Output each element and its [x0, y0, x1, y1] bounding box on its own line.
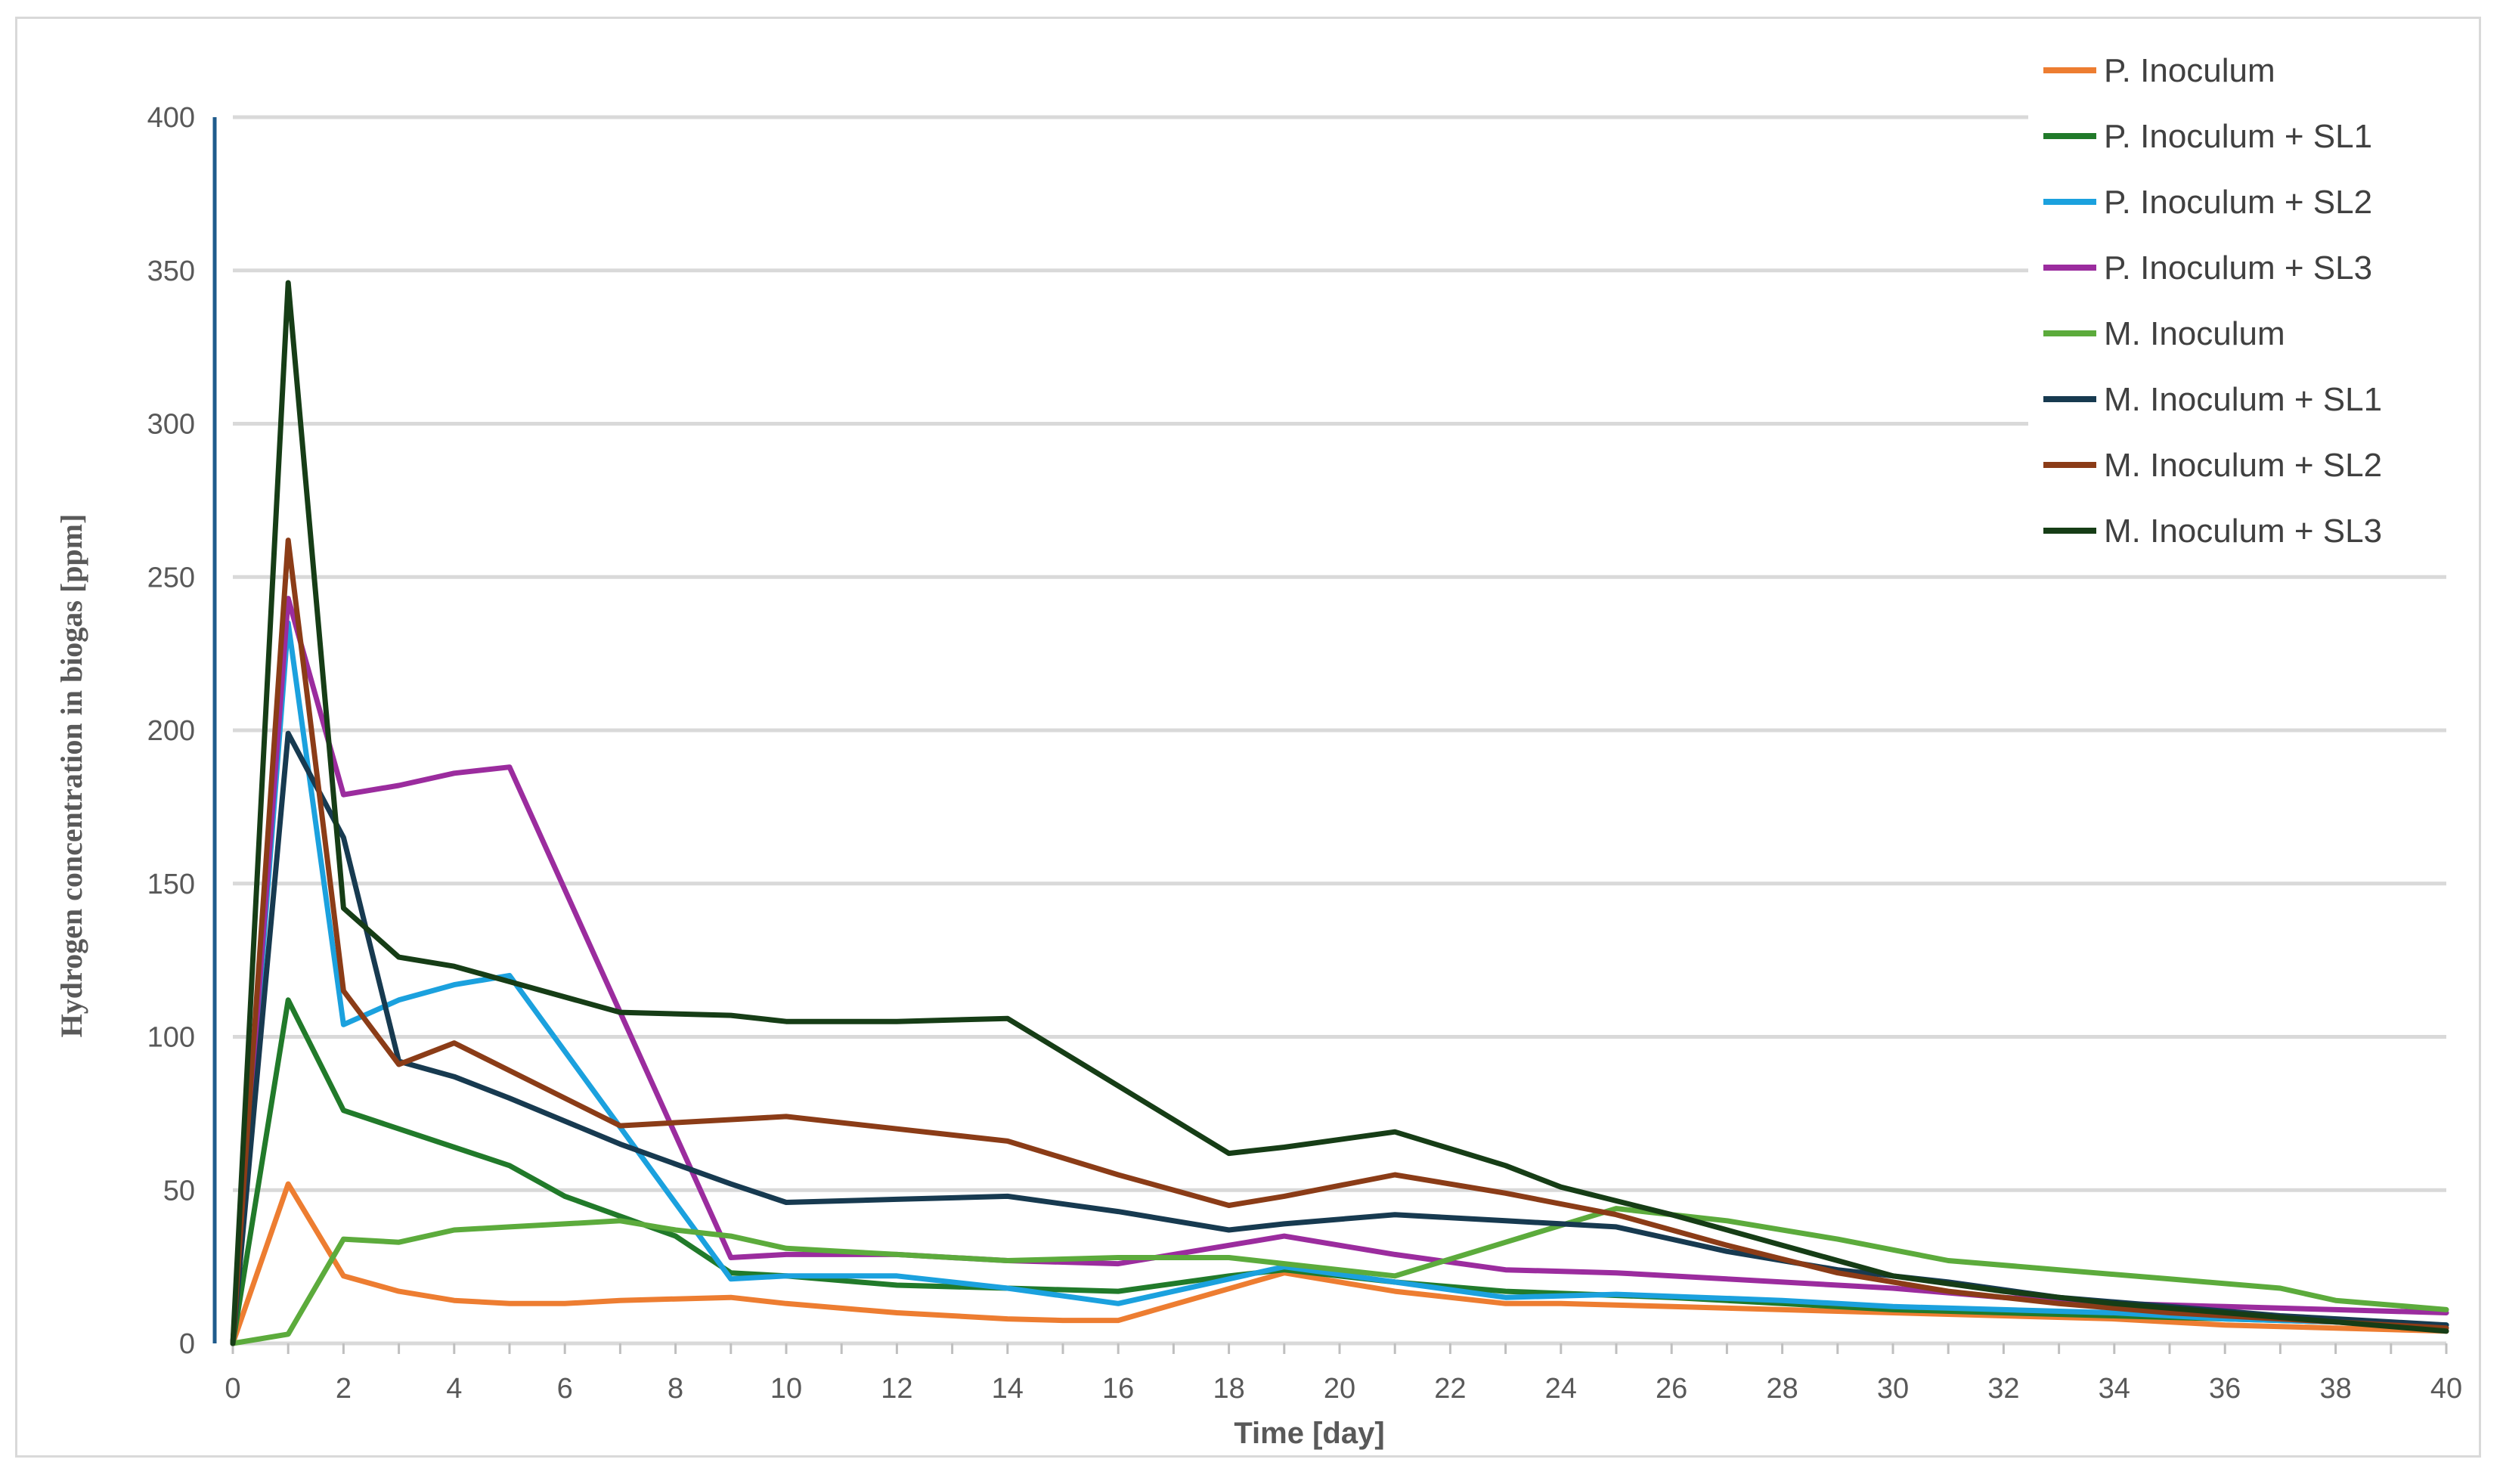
x-tick-label: 24: [1545, 1373, 1577, 1405]
series-line-4: [230, 596, 2449, 1346]
x-tick-label: 8: [668, 1373, 683, 1405]
x-tick-label: 40: [2430, 1373, 2462, 1405]
legend-label: P. Inoculum + SL2: [2104, 184, 2372, 221]
x-tick-label: 4: [446, 1373, 462, 1405]
legend-label: P. Inoculum + SL3: [2104, 249, 2372, 287]
y-tick-label: 400: [147, 102, 195, 134]
series-line-3: [230, 620, 2449, 1346]
legend-label: M. Inoculum: [2104, 315, 2285, 352]
x-tick-label: 28: [1766, 1373, 1798, 1405]
legend-background: [2028, 34, 2452, 568]
legend-label: M. Inoculum + SL2: [2104, 447, 2382, 484]
x-tick-label: 12: [881, 1373, 912, 1405]
gridlines: [233, 115, 2446, 1192]
x-tick-label: 18: [1213, 1373, 1244, 1405]
y-tick-label: 350: [147, 256, 195, 287]
series-line-5: [230, 1206, 2449, 1346]
y-axis-title: Hydrogen concentration in biogas [ppm]: [54, 514, 88, 1038]
x-tick-label: 20: [1324, 1373, 1355, 1405]
legend-label: P. Inoculum: [2104, 52, 2275, 89]
x-tick-label: 30: [1877, 1373, 1909, 1405]
series-line-7: [230, 538, 2449, 1346]
x-tick-label: 36: [2209, 1373, 2241, 1405]
x-tick-label: 16: [1102, 1373, 1134, 1405]
x-tick-label: 14: [992, 1373, 1024, 1405]
x-tick-label: 22: [1434, 1373, 1466, 1405]
x-tick-label: 0: [225, 1373, 240, 1405]
x-tick-label: 32: [1987, 1373, 2019, 1405]
series-line-8: [230, 280, 2449, 1346]
series-lines: [230, 280, 2449, 1346]
legend-label: M. Inoculum + SL1: [2104, 381, 2382, 418]
legend: P. Inoculum P. Inoculum + SL1 P. Inoculum …: [2028, 34, 2452, 568]
axes: [212, 117, 2448, 1354]
x-tick-label: 2: [336, 1373, 352, 1405]
y-tick-label: 150: [147, 869, 195, 900]
y-tick-label: 250: [147, 562, 195, 593]
series-line-2: [230, 997, 2449, 1346]
y-tick-label: 50: [163, 1175, 195, 1207]
x-tick-label: 26: [1656, 1373, 1687, 1405]
series-line-1: [230, 1181, 2449, 1346]
y-tick-label: 100: [147, 1022, 195, 1054]
y-tick-label: 0: [179, 1328, 195, 1360]
y-tick-label: 200: [147, 715, 195, 747]
x-axis-title: Time [day]: [1234, 1417, 1384, 1450]
legend-label: M. Inoculum + SL3: [2104, 513, 2382, 550]
y-tick-label: 300: [147, 409, 195, 441]
legend-label: P. Inoculum + SL1: [2104, 118, 2372, 155]
x-tick-label: 6: [557, 1373, 573, 1405]
x-tick-label: 34: [2099, 1373, 2130, 1405]
chart-frame: 0 50 100 150 200 250 300 350 400 0 2 4 6 8 10 12 14 16 18 2…: [15, 17, 2481, 1458]
x-tick-label: 10: [770, 1373, 802, 1405]
x-tick-label: 38: [2319, 1373, 2351, 1405]
